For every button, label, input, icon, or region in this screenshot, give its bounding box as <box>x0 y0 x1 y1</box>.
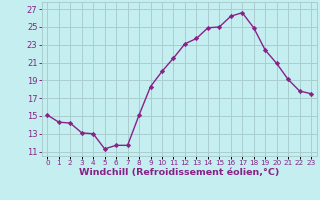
X-axis label: Windchill (Refroidissement éolien,°C): Windchill (Refroidissement éolien,°C) <box>79 168 279 177</box>
